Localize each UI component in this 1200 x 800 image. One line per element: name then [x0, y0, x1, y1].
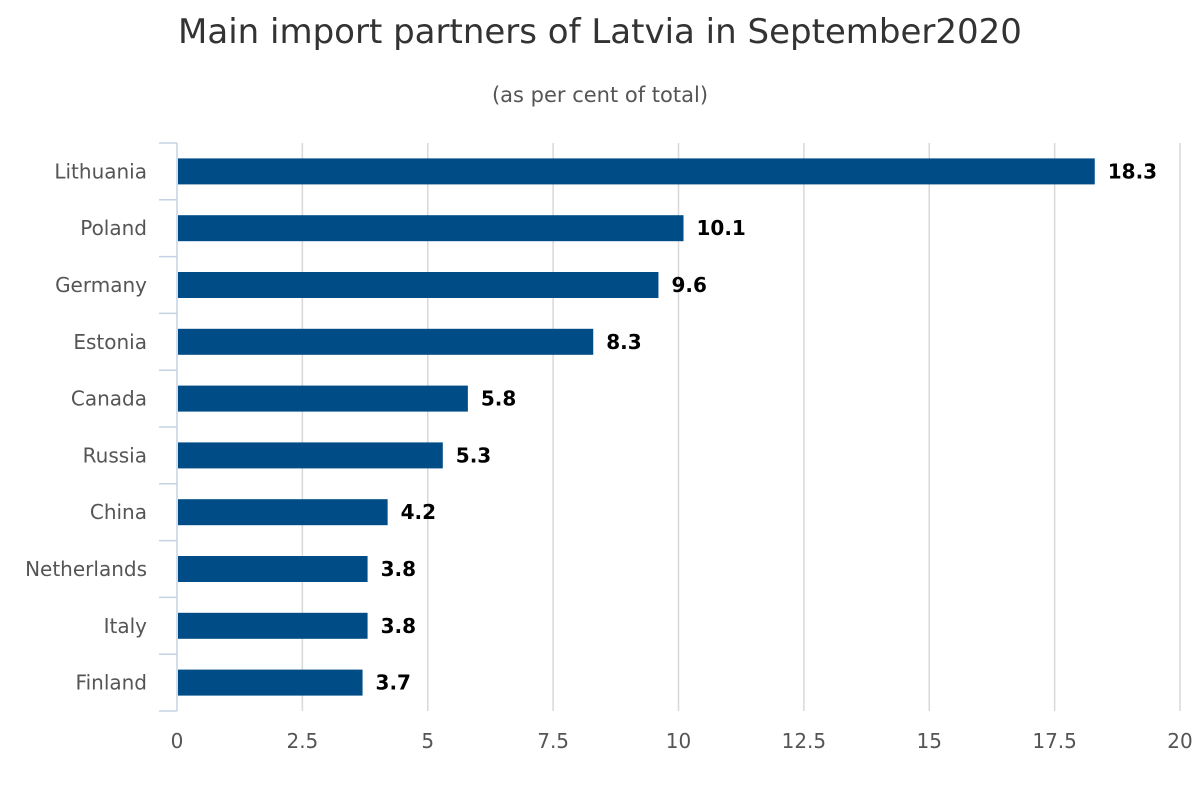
category-label: Russia	[83, 443, 147, 467]
data-label: 5.8	[481, 387, 516, 411]
data-label: 4.2	[401, 500, 436, 524]
x-tick-label: 0	[171, 729, 184, 753]
x-tick-label: 15	[917, 729, 942, 753]
data-label: 5.3	[456, 443, 491, 467]
category-label: Lithuania	[54, 159, 147, 183]
bar	[178, 328, 594, 355]
bar	[178, 556, 368, 582]
x-tick-label: 20	[1167, 729, 1192, 753]
x-tick-label: 5	[421, 729, 434, 753]
x-tick-label: 17.5	[1032, 729, 1077, 753]
category-label: Poland	[80, 216, 147, 240]
bar	[178, 669, 363, 696]
bar	[178, 385, 468, 412]
category-label: Canada	[71, 387, 147, 411]
x-tick-label: 10	[666, 729, 691, 753]
chart-subtitle: (as per cent of total)	[491, 83, 709, 107]
data-label: 18.3	[1108, 159, 1157, 183]
data-label: 9.6	[671, 273, 706, 297]
bar	[178, 158, 1095, 185]
data-label: 3.8	[381, 614, 416, 638]
data-label: 10.1	[697, 216, 746, 240]
bar	[178, 442, 443, 469]
chart-title: Main import partners of Latvia in Septem…	[178, 12, 1022, 52]
category-label: Germany	[55, 273, 147, 297]
data-label: 8.3	[606, 330, 641, 354]
category-label: Estonia	[73, 330, 147, 354]
category-label: Finland	[76, 671, 147, 695]
x-tick-label: 7.5	[537, 729, 569, 753]
data-label: 3.8	[381, 557, 416, 581]
bar	[178, 499, 388, 526]
bar	[178, 612, 368, 639]
category-label: Italy	[104, 614, 148, 638]
category-label: Netherlands	[25, 557, 147, 581]
bar	[178, 272, 659, 298]
bar	[178, 215, 684, 242]
data-label: 3.7	[376, 671, 411, 695]
category-label: China	[90, 500, 147, 524]
x-tick-label: 12.5	[782, 729, 827, 753]
x-tick-label: 2.5	[286, 729, 318, 753]
